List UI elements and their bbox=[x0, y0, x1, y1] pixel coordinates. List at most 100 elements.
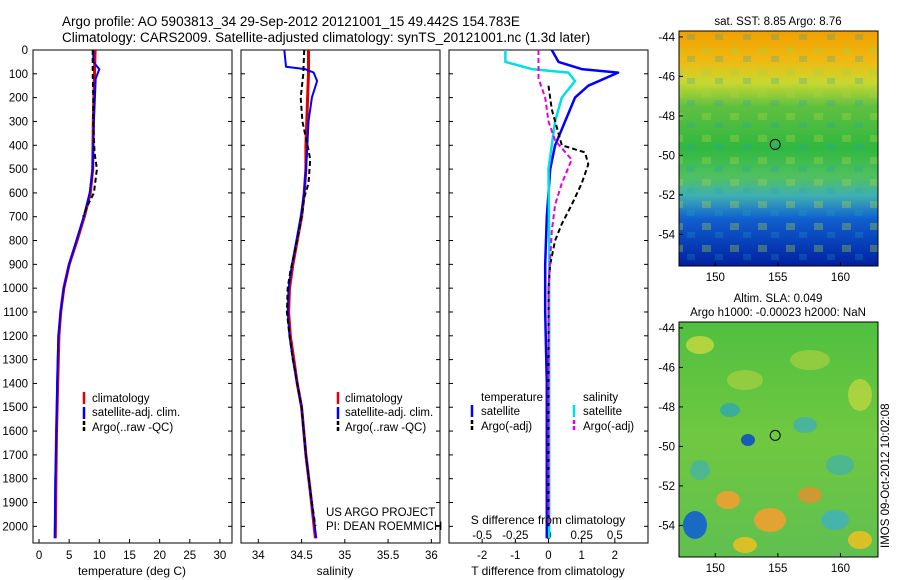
salinity-lines bbox=[283, 49, 319, 539]
legend-label-argo-sal: Argo(-adj) bbox=[583, 421, 634, 433]
depth-tick-label: 1300 bbox=[2, 355, 28, 367]
depth-tick-label: 1000 bbox=[2, 283, 28, 295]
series-line-argo-adj- bbox=[537, 50, 573, 527]
temperature-xlabel: temperature (deg C) bbox=[78, 564, 186, 578]
series-line-climatology bbox=[53, 49, 97, 539]
legend-label-satellite: satellite-adj. clim. bbox=[92, 407, 180, 419]
depth-tick-label: 1900 bbox=[2, 498, 28, 510]
depth-tick-label: 1100 bbox=[3, 307, 28, 319]
x-tick-label: 35.5 bbox=[377, 550, 399, 562]
title-line1: Argo profile: AO 5903813_34 29-Sep-2012 … bbox=[62, 14, 520, 29]
difference-legend: temperature salinity satellite Argo(-adj… bbox=[470, 392, 634, 433]
salinity-axis: 34 34.5 35 35.5 36 bbox=[252, 539, 438, 562]
temperature-plot-frame bbox=[32, 49, 233, 544]
series-line-argo-raw-qc- bbox=[82, 50, 98, 218]
map-x-tick-label: 150 bbox=[706, 272, 725, 284]
sla-map-title: Altim. SLA: 0.049 bbox=[734, 293, 823, 305]
map-y-tick-label: -50 bbox=[658, 150, 675, 162]
sst-map-axes: 150 155 160 -44 -46 -48 -50 -52 -54 bbox=[658, 32, 850, 284]
title-line2: Climatology: CARS2009. Satellite-adjuste… bbox=[62, 30, 590, 45]
legend-label-sat-temp: satellite bbox=[481, 406, 520, 418]
depth-tick-label: 1800 bbox=[2, 474, 28, 486]
x-tick-label: 5 bbox=[66, 550, 72, 562]
x-tick-label: 20 bbox=[153, 550, 166, 562]
map-x-tick-label: 160 bbox=[831, 563, 850, 575]
temperature-legend: climatology satellite-adj. clim. Argo(..… bbox=[82, 392, 180, 434]
sst-map-panel: sat. SST: 8.85 Argo: 8.76 150 155 160 -44 -4… bbox=[658, 16, 879, 284]
x-tick-label: 34.5 bbox=[290, 550, 312, 562]
salinity-depth-ticks bbox=[241, 49, 440, 527]
sst-map-frame bbox=[678, 30, 879, 267]
legend-label-satellite: satellite-adj. clim. bbox=[345, 407, 433, 419]
x-tick-label: -1 bbox=[510, 550, 520, 562]
imos-watermark: IMOS 09-Oct-2012 10:02:08 bbox=[880, 404, 892, 548]
s-tick-label: -0.5 bbox=[472, 530, 492, 542]
sla-map-subtitle: Argo h1000: -0.00023 h2000: NaN bbox=[690, 307, 866, 319]
map-y-tick-label: -46 bbox=[658, 362, 675, 374]
map-y-tick-label: -54 bbox=[658, 229, 675, 241]
map-x-tick-label: 160 bbox=[831, 272, 850, 284]
map-y-tick-label: -50 bbox=[658, 441, 675, 453]
legend-label-climatology: climatology bbox=[92, 393, 150, 405]
s-difference-label: S difference from climatology bbox=[471, 513, 626, 527]
map-x-tick-label: 155 bbox=[768, 563, 787, 575]
project-annotation: US ARGO PROJECT bbox=[326, 507, 435, 519]
salinity-legend: climatology satellite-adj. clim. Argo(..… bbox=[336, 392, 433, 434]
depth-tick-label: 700 bbox=[9, 212, 28, 224]
series-line-argo-raw-qc- bbox=[285, 49, 317, 527]
sla-map-features bbox=[683, 336, 872, 553]
depth-tick-label: 1200 bbox=[2, 331, 28, 343]
legend-label-sat-sal: satellite bbox=[583, 406, 622, 418]
s-tick-label: 0.25 bbox=[570, 530, 592, 542]
depth-tick-label: 1600 bbox=[2, 426, 28, 438]
t-difference-xlabel: T difference from climatology bbox=[471, 564, 625, 578]
legend-label-argo: Argo(..raw -QC) bbox=[345, 422, 426, 434]
x-tick-label: 0 bbox=[545, 550, 551, 562]
legend-header-temperature: temperature bbox=[481, 392, 543, 404]
series-line-satellite-adj-clim- bbox=[53, 50, 101, 539]
map-x-tick-label: 150 bbox=[706, 563, 725, 575]
difference-depth-ticks bbox=[449, 49, 648, 527]
x-tick-label: 35 bbox=[338, 550, 351, 562]
x-tick-label: 25 bbox=[183, 550, 196, 562]
map-y-tick-label: -46 bbox=[658, 71, 675, 83]
argo-position-marker bbox=[769, 138, 781, 150]
argo-position-marker bbox=[769, 429, 781, 441]
depth-tick-label: 900 bbox=[9, 259, 28, 271]
depth-tick-label: 1700 bbox=[2, 450, 28, 462]
series-line-argo-adj- bbox=[547, 85, 590, 527]
x-tick-label: 30 bbox=[214, 550, 227, 562]
depth-tick-label: 1500 bbox=[2, 402, 28, 414]
x-tick-label: 1 bbox=[578, 550, 584, 562]
depth-axis: 0 100 200 300 400 500 600 700 800 900 1000 1100 1200… bbox=[2, 45, 232, 533]
depth-tick-label: 1400 bbox=[2, 378, 28, 390]
s-tick-label: -0.25 bbox=[502, 530, 528, 542]
x-tick-label: 15 bbox=[123, 550, 136, 562]
salinity-xlabel: salinity bbox=[317, 564, 354, 578]
series-line-satellite-adj-clim- bbox=[283, 49, 319, 539]
x-tick-label: 36 bbox=[425, 550, 438, 562]
depth-tick-label: 2000 bbox=[2, 521, 28, 533]
temperature-panel: 0100200300400500600700800900100011001200… bbox=[2, 45, 233, 578]
legend-label-climatology: climatology bbox=[345, 393, 403, 405]
temperature-lines bbox=[53, 49, 101, 539]
map-y-tick-label: -54 bbox=[658, 520, 675, 532]
legend-label-argo-temp: Argo(-adj) bbox=[481, 421, 532, 433]
depth-tick-label: 600 bbox=[9, 188, 28, 200]
map-y-tick-label: -44 bbox=[658, 323, 675, 335]
salinity-plot-frame bbox=[240, 49, 441, 544]
legend-label-argo: Argo(..raw -QC) bbox=[92, 422, 173, 434]
t-difference-axis: -2 -1 0 1 2 bbox=[477, 539, 618, 562]
depth-tick-label: 400 bbox=[9, 140, 28, 152]
x-tick-label: 0 bbox=[36, 550, 42, 562]
map-y-tick-label: -44 bbox=[658, 32, 675, 44]
x-tick-label: -2 bbox=[477, 550, 487, 562]
difference-lines bbox=[504, 49, 620, 539]
depth-tick-label: 300 bbox=[9, 116, 28, 128]
sla-map-frame bbox=[678, 321, 879, 558]
x-tick-label: 34 bbox=[252, 550, 265, 562]
legend-header-salinity: salinity bbox=[583, 392, 618, 404]
temperature-axis: 0 5 10 15 20 25 30 bbox=[36, 539, 227, 562]
sst-map-title: sat. SST: 8.85 Argo: 8.76 bbox=[714, 16, 841, 28]
